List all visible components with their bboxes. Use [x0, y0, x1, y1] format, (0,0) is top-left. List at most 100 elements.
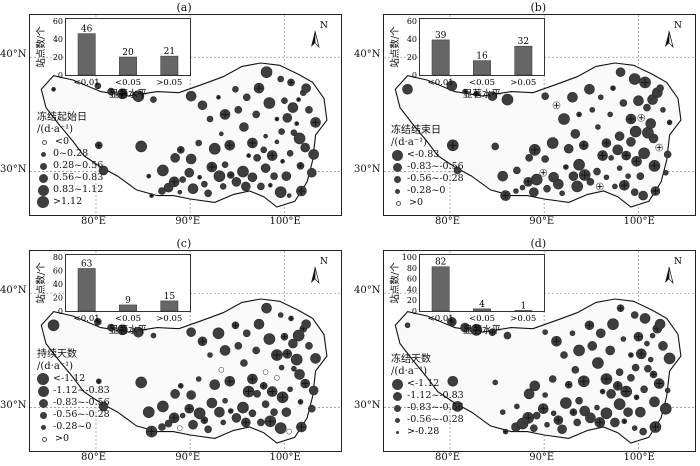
lon-tick-label: 100°E — [623, 452, 655, 463]
legend-item: -0.56~-0.28 — [391, 414, 464, 426]
bar-y-label: 站点数/个 — [389, 262, 401, 304]
legend-title: 持续天数 — [37, 349, 77, 360]
bar-value-label: 15 — [164, 292, 176, 302]
panel-a-map-frame: N — [29, 14, 342, 216]
station-marker — [170, 389, 180, 399]
station-marker — [638, 147, 650, 160]
station-marker — [270, 172, 278, 180]
station-marker — [252, 110, 260, 119]
station-marker — [487, 91, 498, 101]
bar-value-label: 16 — [476, 52, 488, 62]
station-marker — [150, 332, 157, 339]
station-marker — [261, 302, 272, 314]
station-marker — [558, 113, 570, 125]
north-arrow-icon — [314, 266, 320, 285]
legend-symbol — [391, 149, 403, 161]
bar-y-tick: 60 — [53, 267, 63, 276]
station-marker — [219, 183, 227, 190]
station-marker — [157, 164, 169, 177]
significance-cross — [652, 187, 659, 195]
station-marker — [542, 329, 548, 335]
significance-cross — [611, 86, 615, 90]
legend-item: >1.12 — [37, 196, 103, 208]
legend-label: -1.12~-0.83 — [53, 385, 110, 397]
significance-cross — [232, 322, 238, 328]
station-marker — [595, 328, 606, 339]
significance-cross — [284, 350, 291, 358]
station-marker — [654, 318, 666, 330]
bar-category-label: <0.01 — [428, 314, 454, 324]
significance-cross — [570, 409, 576, 415]
bar-y-label: 站点数/个 — [35, 262, 47, 304]
bar-y-tick: 40 — [53, 280, 63, 289]
lon-tick-label: 90°E — [175, 452, 201, 463]
station-marker — [293, 132, 306, 145]
station-marker — [135, 140, 148, 153]
lat-tick-label: 30°N — [0, 163, 27, 175]
bar — [473, 308, 491, 312]
lon-tick-label: 90°E — [529, 452, 555, 463]
bar-category-label: <0.05 — [115, 314, 141, 324]
legend-symbol — [41, 139, 47, 145]
panel-d-bar-inset: 0 20 40 60 80 100 82 <0.01 4 <0.05 1 >0.05 显著水平 站点数/个 — [389, 253, 545, 336]
station-marker — [573, 418, 581, 427]
station-marker — [612, 144, 624, 156]
station-marker — [195, 139, 202, 147]
significance-cross — [273, 351, 281, 359]
legend-label: <-0.83 — [407, 149, 440, 161]
station-marker — [188, 419, 198, 430]
station-marker — [613, 398, 626, 410]
station-marker — [261, 400, 270, 408]
legend-item: 0.56~0.83 — [37, 172, 103, 184]
bar-category-label: <0.05 — [469, 314, 495, 324]
significance-cross — [448, 141, 457, 150]
legend-symbol — [393, 175, 401, 183]
bar-y-tick: 80 — [53, 253, 63, 262]
significance-cross — [489, 329, 495, 335]
lon-tick-label: 80°E — [80, 216, 106, 227]
north-arrow-icon — [668, 266, 674, 285]
legend-item: -0.83~-0.56 — [37, 397, 110, 409]
bar-chart: 0 20 40 60 39 <0.01 16 <0.05 32 >0.05 显著水平 站点数/个 — [389, 17, 536, 100]
legend-label: -0.56~-0.28 — [53, 409, 110, 421]
station-marker — [605, 345, 615, 356]
station-marker — [206, 115, 214, 123]
significance-cross — [208, 163, 216, 171]
station-marker — [462, 88, 468, 95]
station-marker — [248, 409, 257, 418]
significance-cross — [580, 171, 589, 179]
station-marker — [219, 131, 224, 137]
legend-symbol — [394, 188, 400, 194]
north-label: N — [320, 257, 328, 267]
station-marker — [204, 189, 212, 198]
legend-symbol — [41, 436, 47, 442]
bar-category-label: >0.05 — [510, 78, 536, 88]
bar-y-tick: 100 — [402, 253, 417, 262]
station-marker — [164, 419, 173, 428]
bar-y-tick: 0 — [58, 71, 63, 80]
station-marker — [607, 318, 619, 330]
legend-symbol — [37, 385, 49, 397]
legend-symbol — [391, 378, 403, 390]
station-marker — [150, 96, 157, 103]
significance-cross — [620, 181, 628, 189]
lon-tick-label: 100°E — [623, 216, 655, 227]
station-marker — [213, 170, 226, 182]
station-marker — [402, 83, 413, 95]
station-marker — [220, 419, 226, 426]
bar-category-label: <0.05 — [115, 78, 141, 88]
significance-cross — [602, 375, 611, 383]
legend-symbol — [393, 404, 401, 412]
legend-item: -0.83~-0.56 — [391, 161, 464, 173]
north-label: N — [674, 257, 682, 267]
significance-cross — [502, 192, 510, 200]
north-label: N — [320, 21, 328, 31]
station-marker — [615, 67, 626, 77]
significance-cross — [651, 423, 660, 431]
legend-symbol — [395, 200, 401, 206]
bar-chart: 0 20 40 60 46 <0.01 20 <0.05 21 >0.05 显著水平 站点数/个 — [35, 17, 182, 100]
significance-cross — [201, 417, 207, 423]
significance-cross — [600, 389, 605, 394]
station-marker — [530, 424, 538, 432]
lon-tick-label: 90°E — [529, 216, 555, 227]
